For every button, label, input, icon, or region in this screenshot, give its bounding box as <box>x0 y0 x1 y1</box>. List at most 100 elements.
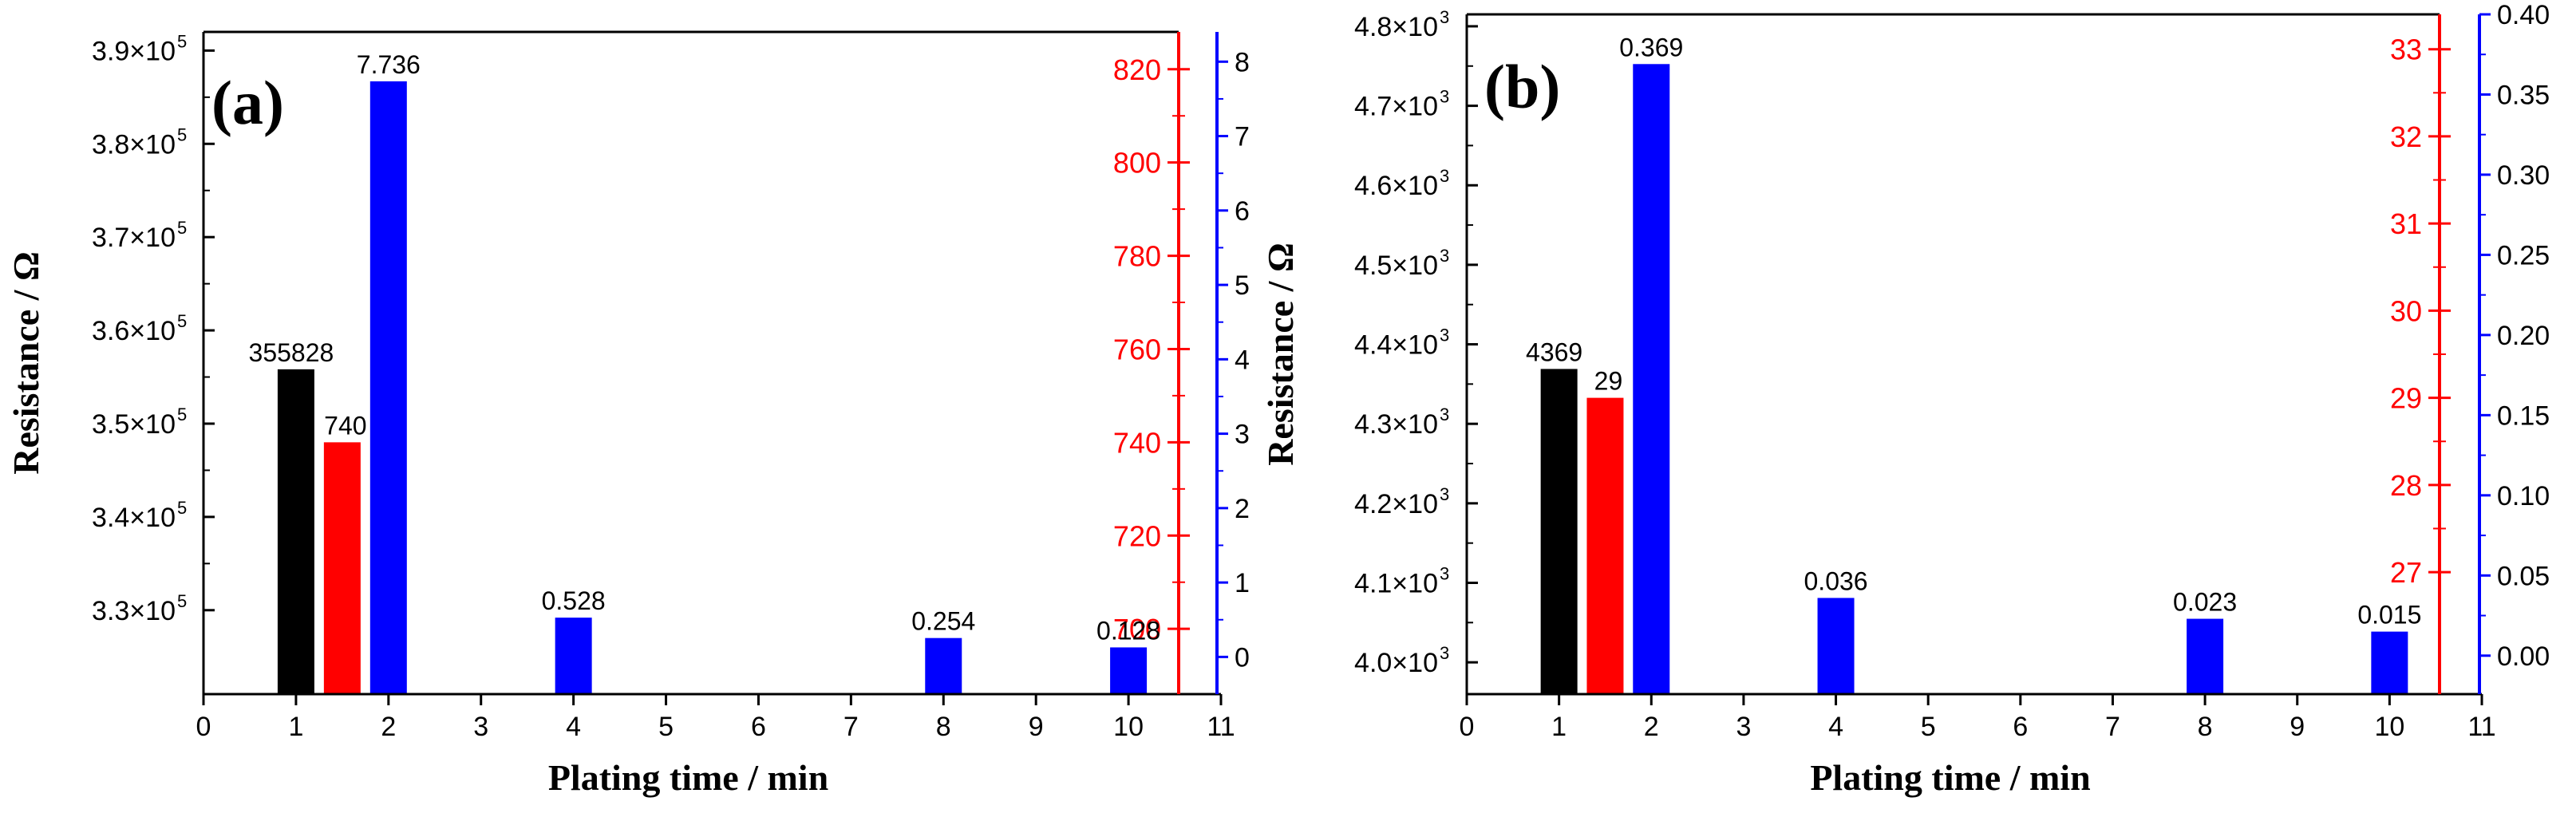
x-axis-tick-label: 11 <box>2467 712 2495 742</box>
left-axis-tick-exponent: 3 <box>1440 643 1449 663</box>
panel-a: 3.3×10 53.4×10 53.5×10 53.6×10 53.7×10 53.8×1… <box>6 30 1250 798</box>
left-axis-tick-exponent: 5 <box>177 311 187 331</box>
x-axis-tick-label: 7 <box>844 712 859 742</box>
red-axis-tick-label: 780 <box>1113 240 1161 273</box>
blue-axis-tick-label: 3 <box>1235 420 1250 450</box>
blue-axis-tick-label: 0.10 <box>2497 481 2550 511</box>
bar-black <box>277 369 314 693</box>
left-axis-tick-label: 4.2×10 <box>1354 489 1438 519</box>
left-axis-tick-exponent: 3 <box>1440 7 1449 27</box>
left-axis-tick-label: 4.6×10 <box>1354 171 1438 201</box>
left-axis-tick-label: 4.0×10 <box>1354 648 1438 678</box>
left-axis-tick-exponent: 3 <box>1440 246 1449 266</box>
left-axis-tick-label: 3.4×10 <box>92 503 176 533</box>
y-axis-title: Resistance / Ω <box>6 251 46 475</box>
bar-value-label: 0.023 <box>2173 588 2237 617</box>
left-axis-tick-exponent: 5 <box>177 405 187 424</box>
red-axis-tick-label: 820 <box>1113 53 1161 86</box>
left-axis-tick-exponent: 3 <box>1440 166 1449 186</box>
left-axis-tick-label: 3.6×10 <box>92 316 176 346</box>
blue-axis-tick-label: 0 <box>1235 642 1250 673</box>
bar-black <box>1540 369 1578 693</box>
x-axis-tick-label: 6 <box>2013 712 2028 742</box>
left-axis-tick-exponent: 3 <box>1440 484 1449 504</box>
x-axis-tick-label: 0 <box>196 712 211 742</box>
bar-red <box>323 442 361 693</box>
blue-axis-tick-label: 0.25 <box>2497 240 2550 270</box>
x-axis-tick-label: 11 <box>1207 712 1235 742</box>
x-axis-tick-label: 4 <box>1828 712 1843 742</box>
blue-axis-tick-label: 0.00 <box>2497 641 2550 672</box>
red-axis-tick-label: 760 <box>1113 333 1161 365</box>
left-axis-tick-exponent: 5 <box>177 591 187 611</box>
bar-value-label: 4369 <box>1526 337 1582 366</box>
bar-blue <box>925 637 962 693</box>
blue-axis-tick-label: 6 <box>1235 196 1250 227</box>
blue-axis-tick-label: 2 <box>1235 494 1250 524</box>
x-axis-tick-label: 3 <box>473 712 488 742</box>
x-axis-tick-label: 9 <box>2290 712 2305 742</box>
x-axis-tick-label: 3 <box>1736 712 1751 742</box>
left-axis-tick-label: 4.8×10 <box>1354 12 1438 42</box>
bar-blue <box>1110 647 1148 693</box>
left-axis-tick-exponent: 3 <box>1440 326 1449 345</box>
x-axis-tick-label: 2 <box>1644 712 1659 742</box>
x-axis-tick-label: 4 <box>566 712 581 742</box>
left-axis-tick-exponent: 3 <box>1440 87 1449 107</box>
red-axis-tick-label: 27 <box>2390 556 2422 589</box>
panel-b: 4.0×10 34.1×10 34.2×10 34.3×10 34.4×10 34.5×1… <box>1260 0 2550 798</box>
bar-value-label: 7.736 <box>357 50 421 79</box>
x-axis-tick-label: 2 <box>381 712 396 742</box>
bar-value-label: 0.528 <box>542 586 606 615</box>
left-axis-tick-exponent: 5 <box>177 124 187 144</box>
x-axis-title: Plating time / min <box>548 757 828 798</box>
x-axis-tick-label: 7 <box>2105 712 2120 742</box>
x-axis-tick-label: 10 <box>2374 712 2404 742</box>
bar-value-label: 0.369 <box>1619 33 1683 61</box>
left-axis-tick-label: 4.1×10 <box>1354 568 1438 598</box>
bar-blue <box>1633 64 1670 693</box>
red-axis-tick-label: 28 <box>2390 469 2422 502</box>
bar-value-label: 29 <box>1594 367 1623 396</box>
blue-axis-tick-label: 5 <box>1235 270 1250 301</box>
red-axis-tick-label: 33 <box>2390 34 2422 66</box>
x-axis-title: Plating time / min <box>1810 757 2090 798</box>
bar-red <box>1586 397 1624 693</box>
blue-axis-tick-label: 8 <box>1235 47 1250 77</box>
left-axis-tick-exponent: 5 <box>177 498 187 518</box>
left-axis-tick-label: 3.8×10 <box>92 129 176 160</box>
bar-value-label: 740 <box>324 411 366 440</box>
left-axis-tick-label: 4.7×10 <box>1354 92 1438 122</box>
red-axis-tick-label: 800 <box>1113 147 1161 180</box>
x-axis-tick-label: 0 <box>1460 712 1475 742</box>
bar-value-label: 0.036 <box>1804 566 1868 595</box>
red-axis-tick-label: 31 <box>2390 207 2422 240</box>
left-axis-tick-exponent: 5 <box>177 218 187 238</box>
x-axis-tick-label: 1 <box>1551 712 1567 742</box>
red-axis-tick-label: 740 <box>1113 426 1161 459</box>
x-axis-tick-label: 9 <box>1029 712 1044 742</box>
left-axis-tick-label: 3.7×10 <box>92 223 176 253</box>
x-axis-tick-label: 1 <box>288 712 303 742</box>
blue-axis-tick-label: 0.35 <box>2497 80 2550 110</box>
blue-axis-tick-label: 0.15 <box>2497 401 2550 431</box>
bar-value-label: 0.254 <box>911 607 975 636</box>
red-axis-tick-label: 30 <box>2390 294 2422 327</box>
blue-axis-tick-label: 0.30 <box>2497 160 2550 191</box>
panel-label: (b) <box>1484 52 1560 121</box>
red-axis-tick-label: 720 <box>1113 519 1161 552</box>
red-axis-tick-label: 700 <box>1113 613 1161 645</box>
left-axis-tick-exponent: 3 <box>1440 563 1449 583</box>
bar-blue <box>1817 598 1855 693</box>
x-axis-tick-label: 5 <box>658 712 674 742</box>
bar-value-label: 0.128 <box>1096 616 1160 645</box>
bar-blue <box>369 81 407 693</box>
bar-blue <box>555 618 592 693</box>
y-axis-title: Resistance / Ω <box>1260 243 1301 466</box>
x-axis-tick-label: 10 <box>1113 712 1144 742</box>
blue-axis-tick-label: 0.20 <box>2497 321 2550 351</box>
bar-value-label: 0.015 <box>2357 601 2421 630</box>
left-axis-tick-label: 4.3×10 <box>1354 409 1438 440</box>
bar-blue <box>2187 618 2224 693</box>
x-axis-tick-label: 8 <box>936 712 951 742</box>
